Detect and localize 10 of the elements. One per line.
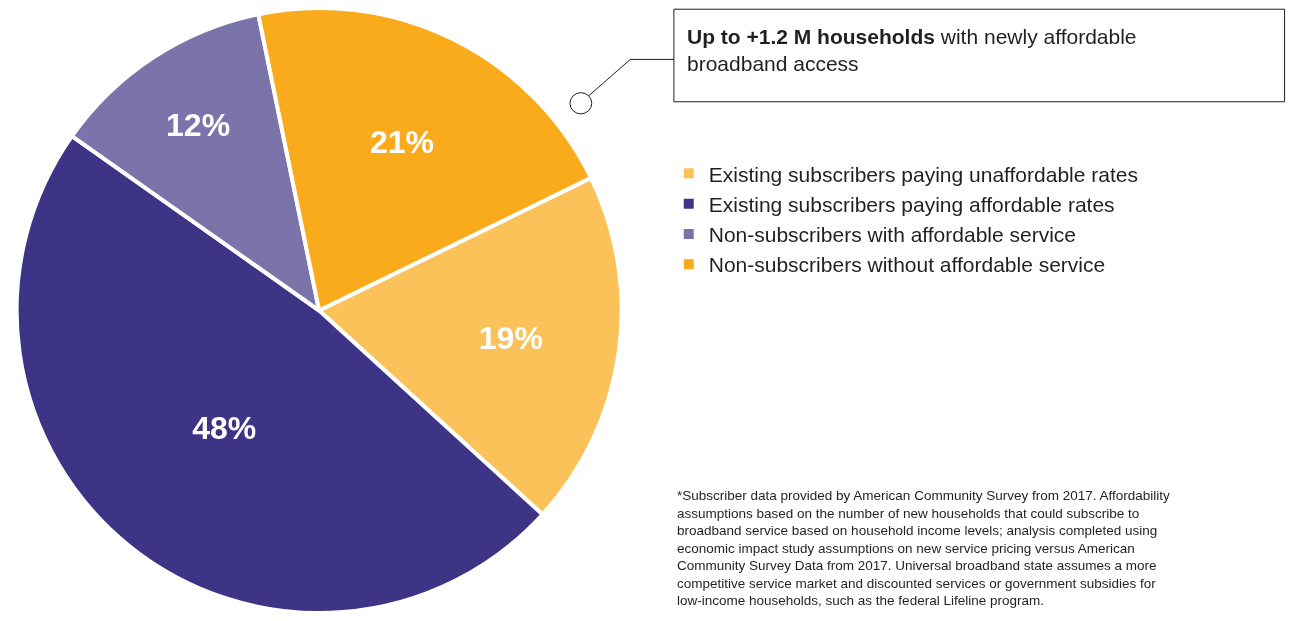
- data-label: 48%: [192, 410, 257, 447]
- legend-label: Non-subscribers with affordable service: [708, 223, 1077, 247]
- text: *Subscriber data provided by American Community Survey from 2017. Affordability assumptions based on the number of new households that could subscribe to broadband service based on household income levels; analysis completed using economic impact study assumptions on new service pricing versus American Community Survey Data from 2017. Universal broadband state assumes a more competitive service market and discounted services or government subsidies for low-income households, such as the federal Lifeline program.: [677, 488, 1170, 609]
- text: Up to +1.2 M households: [687, 25, 935, 48]
- data-label: 21%: [369, 124, 434, 161]
- legend-label: Non-subscribers without affordable service: [708, 253, 1106, 277]
- data-label: 19%: [478, 320, 543, 357]
- legend-label: Existing subscribers paying affordable rates: [708, 192, 1115, 216]
- data-label: 12%: [166, 107, 231, 144]
- legend-label: Existing subscribers paying unaffordable rates: [708, 162, 1138, 186]
